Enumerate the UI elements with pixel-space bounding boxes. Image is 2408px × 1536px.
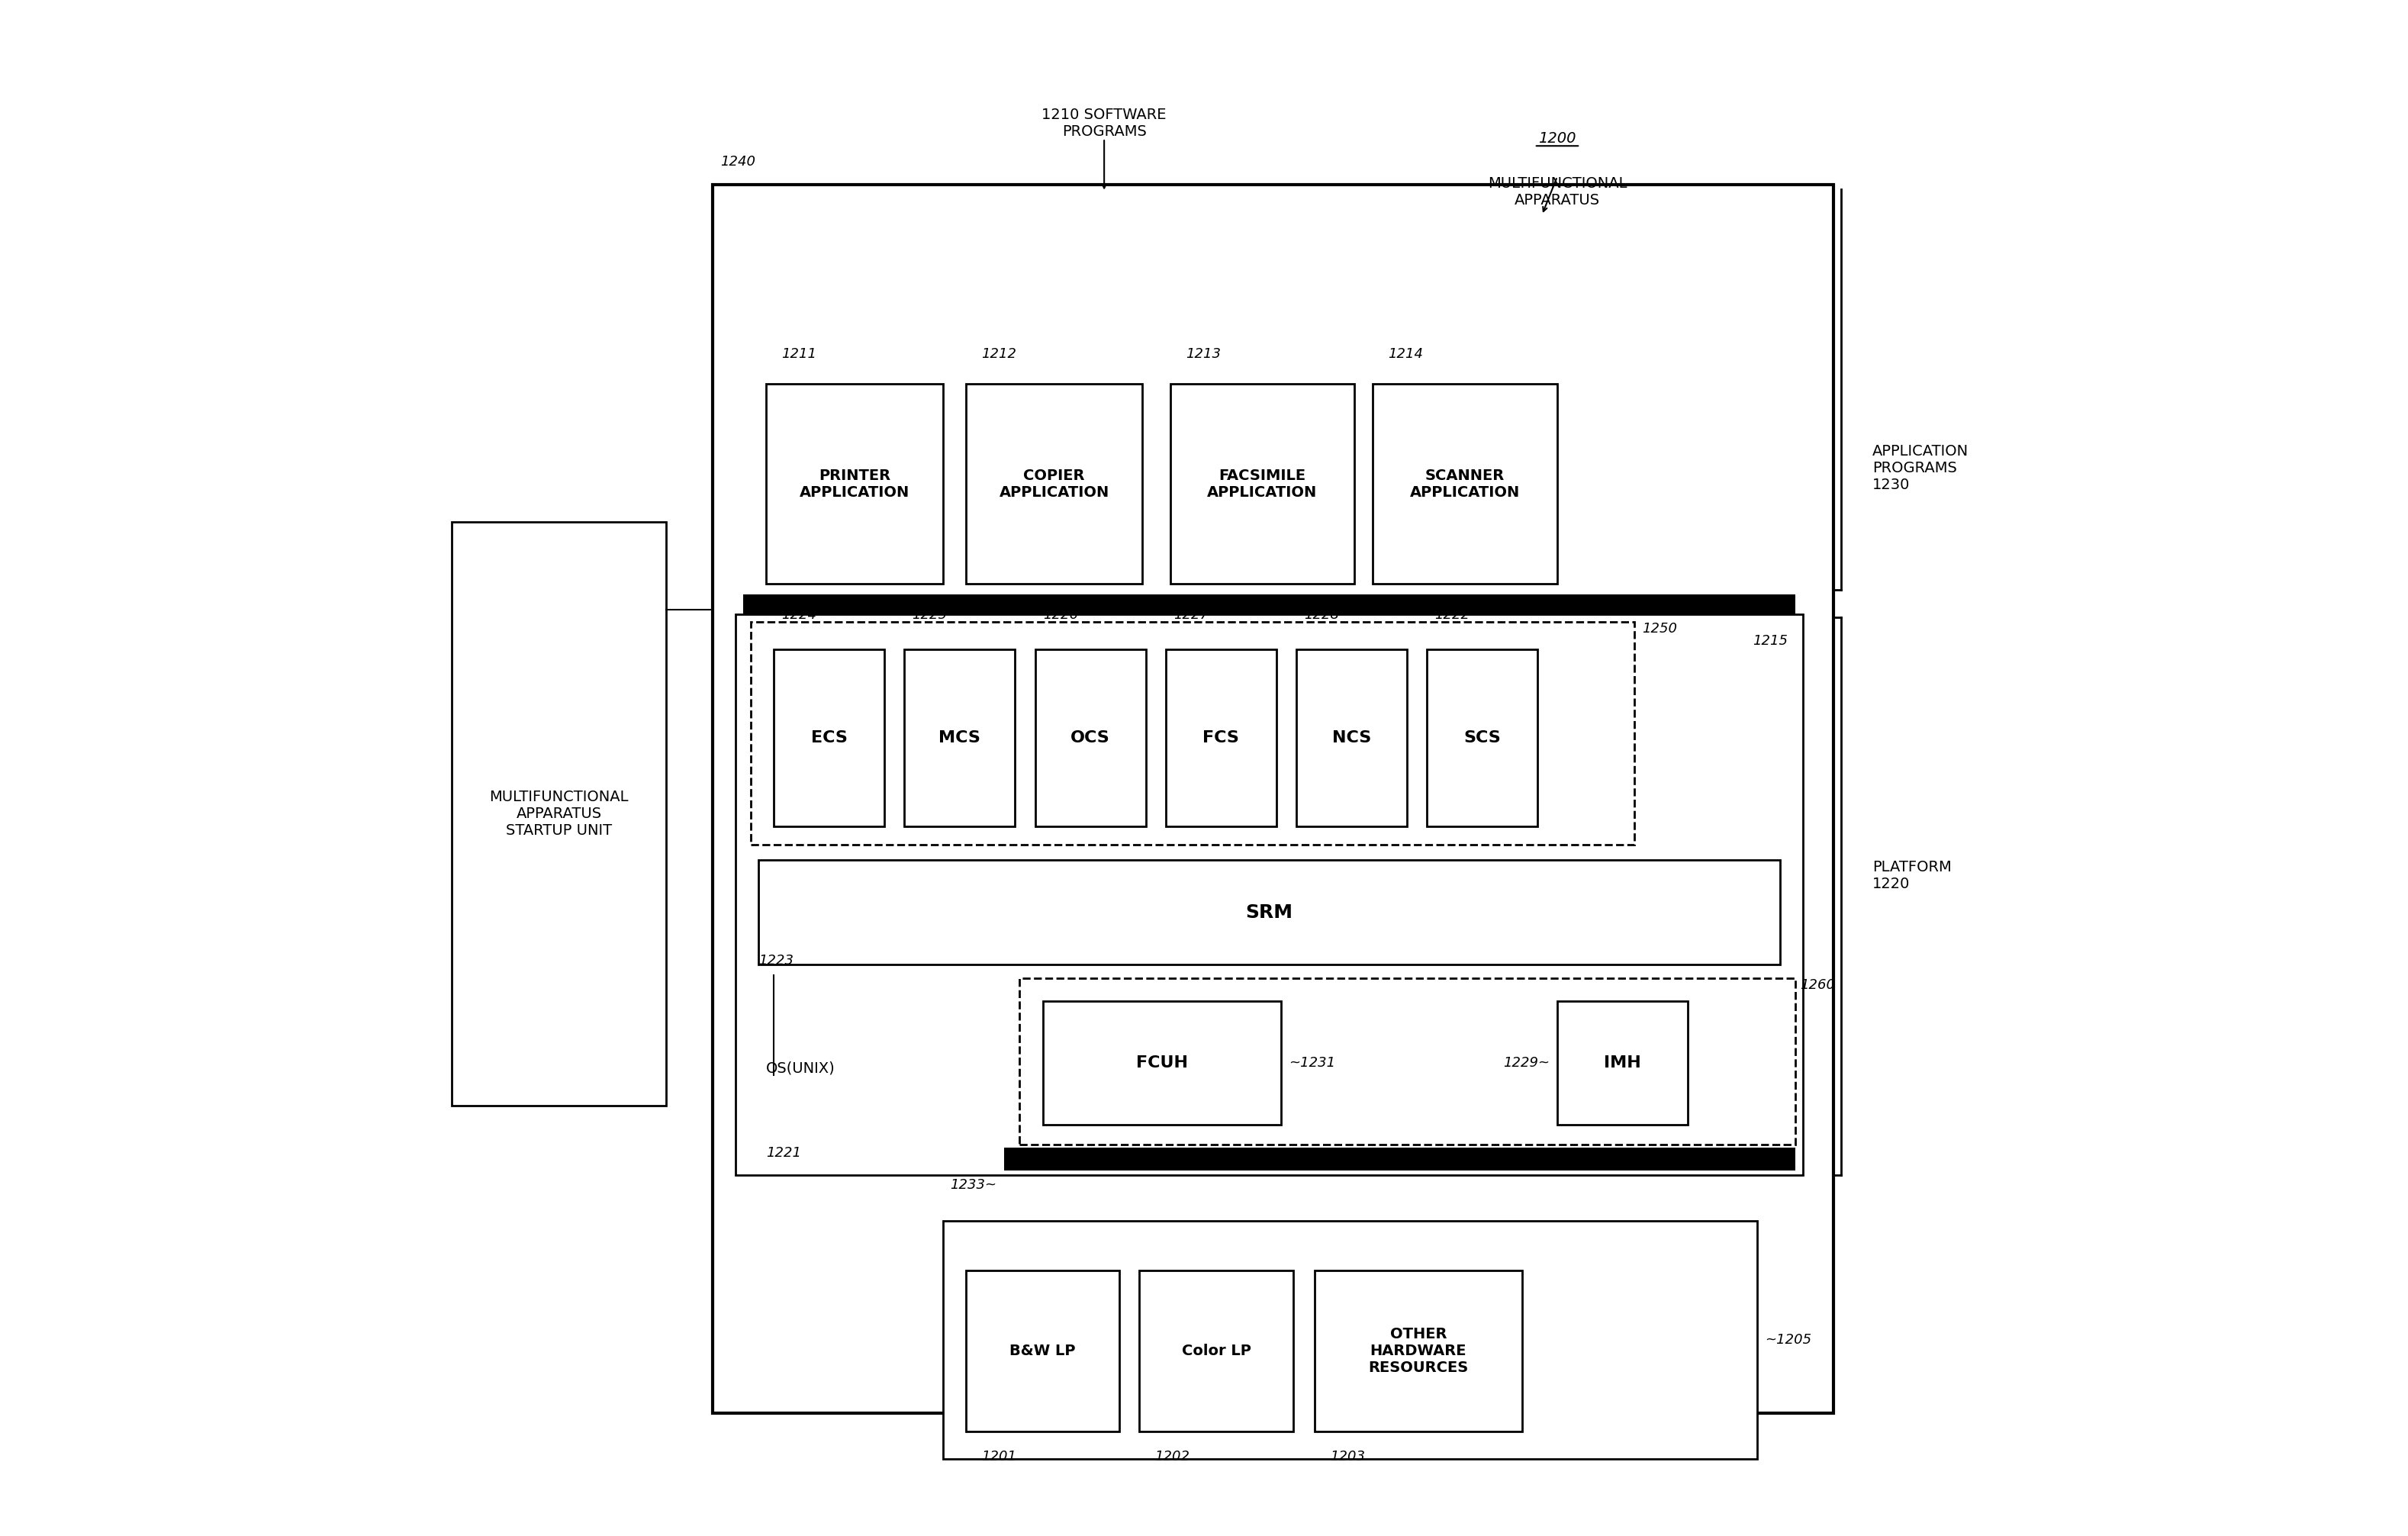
- Text: 1215: 1215: [1753, 634, 1787, 648]
- Text: IMH: IMH: [1604, 1055, 1642, 1071]
- Bar: [1426, 650, 1536, 826]
- Text: 1212: 1212: [982, 347, 1016, 361]
- Text: PLATFORM
1220: PLATFORM 1220: [1871, 860, 1950, 891]
- Text: 1221: 1221: [766, 1146, 802, 1160]
- Text: ~1231: ~1231: [1288, 1057, 1334, 1069]
- Bar: [1004, 1147, 1796, 1170]
- Bar: [734, 614, 1804, 1175]
- Bar: [450, 522, 667, 1106]
- Text: FACSIMILE
APPLICATION: FACSIMILE APPLICATION: [1206, 468, 1317, 499]
- Bar: [1139, 1270, 1293, 1432]
- Text: 1213: 1213: [1185, 347, 1221, 361]
- Text: 1201: 1201: [982, 1450, 1016, 1464]
- Bar: [966, 384, 1141, 584]
- Text: 1222: 1222: [1435, 608, 1469, 622]
- Text: MULTIFUNCTIONAL
APPARATUS
STARTUP UNIT: MULTIFUNCTIONAL APPARATUS STARTUP UNIT: [489, 790, 628, 839]
- Bar: [1019, 978, 1796, 1144]
- Text: 1260: 1260: [1799, 978, 1835, 992]
- Bar: [759, 860, 1780, 965]
- Text: 1210 SOFTWARE
PROGRAMS: 1210 SOFTWARE PROGRAMS: [1043, 108, 1165, 138]
- Text: B&W LP: B&W LP: [1009, 1344, 1076, 1358]
- Text: 1224: 1224: [783, 608, 816, 622]
- Text: 1228: 1228: [1303, 608, 1339, 622]
- Text: MULTIFUNCTIONAL
APPARATUS: MULTIFUNCTIONAL APPARATUS: [1488, 177, 1628, 207]
- Text: APPLICATION
PROGRAMS
1230: APPLICATION PROGRAMS 1230: [1871, 444, 1967, 493]
- Text: FCUH: FCUH: [1137, 1055, 1187, 1071]
- Text: NCS: NCS: [1332, 731, 1370, 745]
- Bar: [1558, 1001, 1688, 1124]
- Text: 1203: 1203: [1329, 1450, 1365, 1464]
- Bar: [1165, 650, 1276, 826]
- Text: SCANNER
APPLICATION: SCANNER APPLICATION: [1411, 468, 1519, 499]
- Text: 1214: 1214: [1389, 347, 1423, 361]
- Bar: [766, 384, 944, 584]
- Text: 1223: 1223: [759, 954, 795, 968]
- Text: PRINTER
APPLICATION: PRINTER APPLICATION: [799, 468, 910, 499]
- Text: 1226: 1226: [1043, 608, 1079, 622]
- Bar: [905, 650, 1016, 826]
- Text: SCS: SCS: [1464, 731, 1500, 745]
- Bar: [1296, 650, 1406, 826]
- Text: 1229~: 1229~: [1503, 1057, 1551, 1069]
- Bar: [744, 594, 1796, 622]
- Bar: [944, 1221, 1758, 1459]
- Text: 1233~: 1233~: [951, 1178, 997, 1192]
- Bar: [1373, 384, 1558, 584]
- Bar: [966, 1270, 1120, 1432]
- Bar: [1315, 1270, 1522, 1432]
- Text: OCS: OCS: [1072, 731, 1110, 745]
- Text: 1227: 1227: [1173, 608, 1209, 622]
- Text: ~1205: ~1205: [1765, 1333, 1811, 1347]
- Text: OTHER
HARDWARE
RESOURCES: OTHER HARDWARE RESOURCES: [1368, 1327, 1469, 1375]
- Text: SRM: SRM: [1245, 903, 1293, 922]
- Text: 1250: 1250: [1642, 622, 1676, 636]
- Text: 1225: 1225: [913, 608, 946, 622]
- Text: 1202: 1202: [1156, 1450, 1190, 1464]
- Bar: [1043, 1001, 1281, 1124]
- Text: 1240: 1240: [720, 155, 756, 169]
- Text: FCS: FCS: [1202, 731, 1240, 745]
- Text: MCS: MCS: [939, 731, 980, 745]
- Bar: [751, 622, 1635, 845]
- Text: ECS: ECS: [811, 731, 848, 745]
- Text: 1200: 1200: [1539, 132, 1577, 146]
- Text: OS(UNIX): OS(UNIX): [766, 1061, 836, 1075]
- Bar: [1035, 650, 1146, 826]
- Bar: [713, 184, 1835, 1413]
- Text: Color LP: Color LP: [1182, 1344, 1250, 1358]
- Text: 1211: 1211: [783, 347, 816, 361]
- Bar: [773, 650, 884, 826]
- Bar: [1170, 384, 1356, 584]
- Text: COPIER
APPLICATION: COPIER APPLICATION: [999, 468, 1110, 499]
